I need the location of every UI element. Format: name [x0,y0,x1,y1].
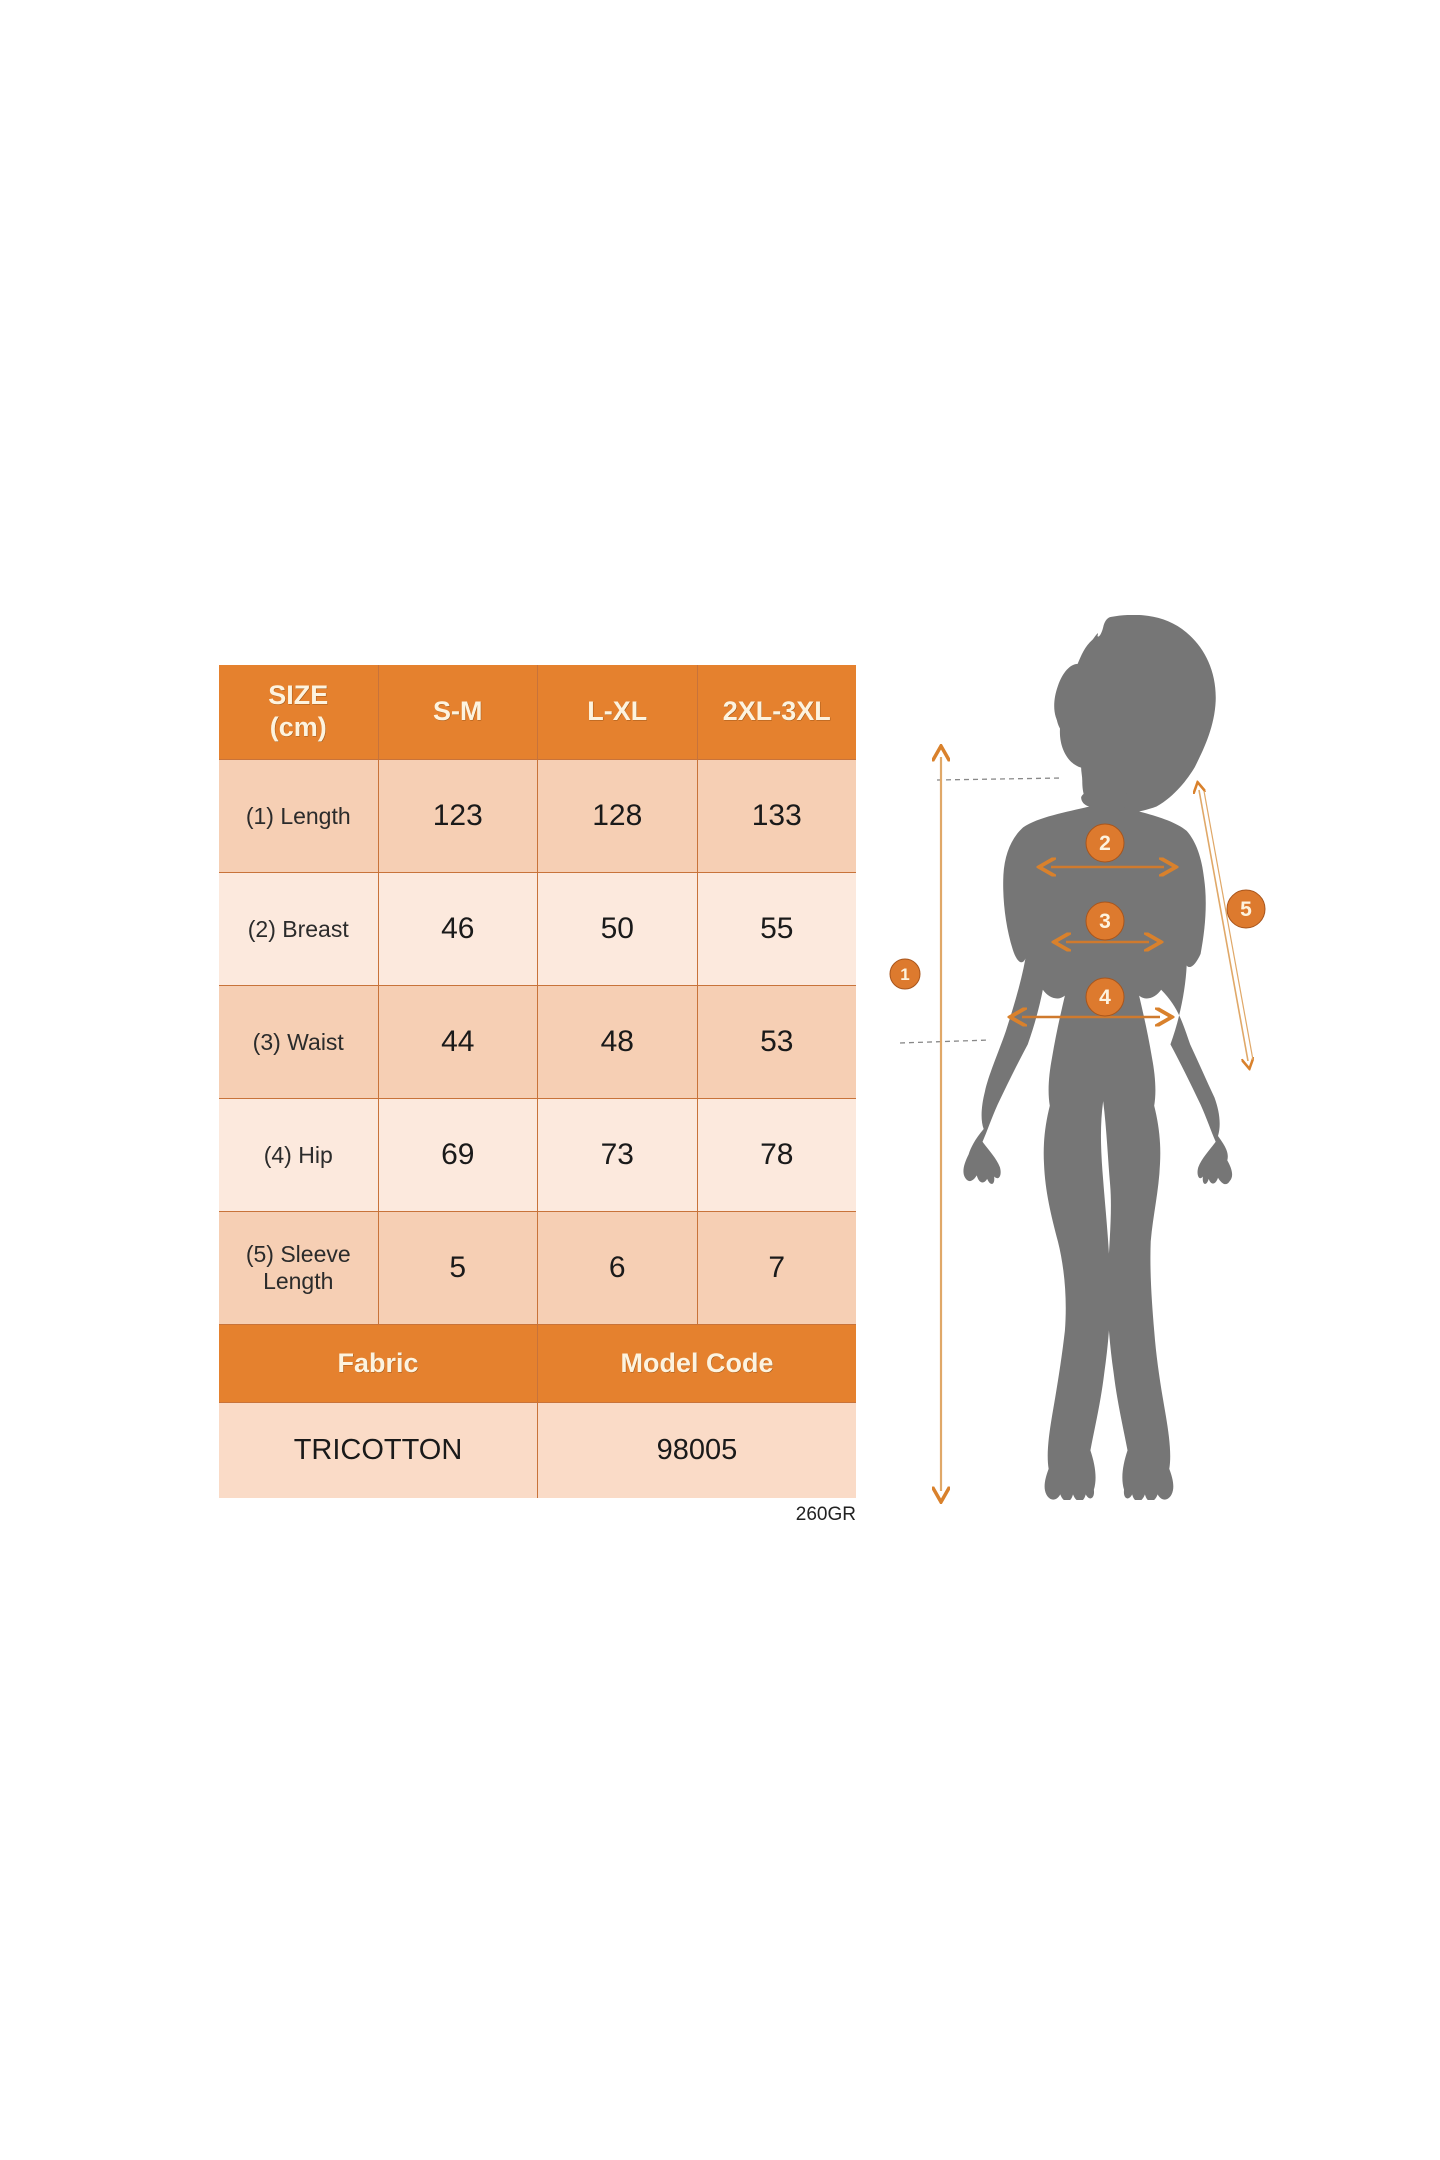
svg-text:3: 3 [1099,910,1111,933]
svg-text:4: 4 [1099,986,1111,1009]
svg-text:2: 2 [1099,832,1111,855]
svg-text:5: 5 [1240,898,1252,921]
svg-text:1: 1 [900,965,909,984]
